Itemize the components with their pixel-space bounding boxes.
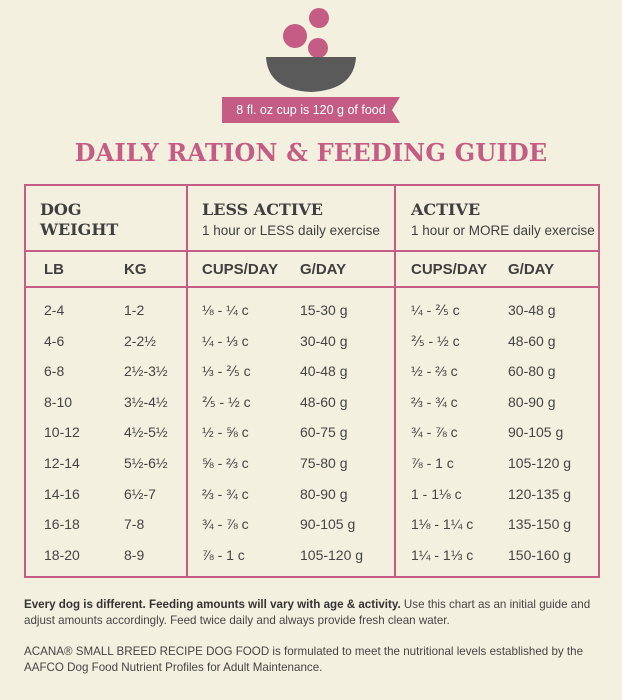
- column-header-lb: LB: [44, 261, 64, 278]
- table-cell-cups-less: ⅞ - 1 c: [202, 546, 245, 563]
- table-cell-grams-less: 80-90 g: [300, 485, 348, 502]
- serving-note-banner: 8 fl. oz cup is 120 g of food: [222, 97, 400, 123]
- table-cell-cups-active: ⅞ - 1 c: [411, 455, 454, 471]
- food-bowl-logo: [266, 8, 356, 92]
- column-header-cups-less: CUPS/DAY: [202, 261, 279, 278]
- kibble-dot: [283, 24, 307, 48]
- column-header-grams-less: G/DAY: [300, 261, 347, 278]
- table-cell-cups-active: ⅖ - ½ c: [411, 332, 460, 349]
- column-header-kg: KG: [124, 261, 147, 278]
- table-cell-kg: 7-8: [124, 516, 145, 533]
- table-cell-grams-active: 90-105 g: [508, 424, 564, 441]
- active-header: ACTIVE: [411, 200, 481, 219]
- table-cell-lb: 16-18: [44, 516, 80, 533]
- table-cell-cups-active: ¼ - ⅖ c: [411, 302, 460, 318]
- table-cell-lb: 6-8: [44, 363, 65, 380]
- table-cell-kg: 6½-7: [124, 485, 156, 502]
- table-cell-cups-less: ⅔ - ¾ c: [202, 485, 249, 502]
- table-cell-grams-less: 40-48 g: [300, 363, 348, 380]
- table-cell-cups-active: ¾ - ⅞ c: [411, 424, 458, 441]
- table-cell-grams-less: 105-120 g: [300, 546, 364, 563]
- table-cell-cups-active: ⅔ - ¾ c: [411, 393, 458, 410]
- column-header-grams-active: G/DAY: [508, 261, 555, 278]
- table-cell-kg: 3½-4½: [124, 393, 168, 410]
- table-cell-lb: 8-10: [44, 393, 73, 410]
- table-cell-cups-active: 1⅛ - 1¼ c: [411, 516, 474, 533]
- table-cell-grams-less: 30-40 g: [300, 332, 348, 349]
- table-cell-grams-active: 105-120 g: [508, 455, 572, 471]
- table-cell-grams-active: 80-90 g: [508, 393, 556, 410]
- kibble-dot: [308, 38, 328, 58]
- less-active-subtitle: 1 hour or LESS daily exercise: [202, 223, 380, 238]
- table-cell-lb: 14-16: [44, 485, 80, 502]
- table-cell-kg: 1-2: [124, 302, 145, 318]
- table-cell-lb: 18-20: [44, 546, 80, 563]
- feeding-note-text: Use this chart as an initial guide and a…: [24, 598, 591, 627]
- table-cell-lb: 2-4: [44, 302, 65, 318]
- dog-weight-header: DOG WEIGHT: [40, 200, 119, 239]
- divider: [394, 186, 396, 576]
- divider: [186, 186, 188, 576]
- divider: [26, 250, 598, 252]
- table-cell-lb: 10-12: [44, 424, 80, 441]
- table-cell-cups-active: 1¼ - 1⅓ c: [411, 546, 474, 563]
- kibble-dot: [309, 8, 329, 28]
- banner-notch: [392, 97, 400, 123]
- table-cell-cups-active: ½ - ⅔ c: [411, 363, 458, 380]
- table-cell-kg: 2-2½: [124, 332, 156, 349]
- table-cell-cups-less: ⅓ - ⅖ c: [202, 363, 251, 380]
- feeding-table: DOG WEIGHT LESS ACTIVE 1 hour or LESS da…: [24, 184, 600, 578]
- table-cell-kg: 2½-3½: [124, 363, 168, 380]
- table-cell-grams-active: 60-80 g: [508, 363, 556, 380]
- active-subtitle: 1 hour or MORE daily exercise: [411, 223, 595, 238]
- table-cell-grams-active: 30-48 g: [508, 302, 556, 318]
- table-cell-cups-active: 1 - 1⅛ c: [411, 485, 462, 502]
- page-title: DAILY RATION & FEEDING GUIDE: [74, 138, 548, 167]
- table-cell-cups-less: ¼ - ⅓ c: [202, 332, 249, 349]
- table-cell-cups-less: ⅝ - ⅔ c: [202, 455, 249, 471]
- divider: [26, 286, 598, 288]
- table-cell-lb: 12-14: [44, 455, 80, 471]
- table-cell-grams-active: 120-135 g: [508, 485, 572, 502]
- table-cell-grams-less: 15-30 g: [300, 302, 348, 318]
- table-cell-lb: 4-6: [44, 332, 65, 349]
- table-cell-cups-less: ¾ - ⅞ c: [202, 516, 249, 533]
- table-cell-grams-less: 60-75 g: [300, 424, 348, 441]
- less-active-header: LESS ACTIVE: [202, 200, 323, 219]
- table-cell-kg: 4½-5½: [124, 424, 168, 441]
- table-cell-grams-active: 150-160 g: [508, 546, 572, 563]
- column-header-cups-active: CUPS/DAY: [411, 261, 488, 278]
- feeding-note-bold: Every dog is different. Feeding amounts …: [24, 598, 401, 611]
- table-cell-kg: 8-9: [124, 546, 145, 563]
- table-cell-grams-less: 75-80 g: [300, 455, 348, 471]
- table-cell-grams-less: 48-60 g: [300, 393, 348, 410]
- table-cell-cups-less: ½ - ⅝ c: [202, 424, 249, 441]
- table-cell-grams-less: 90-105 g: [300, 516, 356, 533]
- table-cell-grams-active: 135-150 g: [508, 516, 572, 533]
- table-cell-cups-less: ⅖ - ½ c: [202, 393, 251, 410]
- table-cell-kg: 5½-6½: [124, 455, 168, 471]
- table-cell-grams-active: 48-60 g: [508, 332, 556, 349]
- table-cell-cups-less: ⅛ - ¼ c: [202, 302, 249, 318]
- bowl-icon: [266, 57, 356, 92]
- aafco-statement: ACANA® SMALL BREED RECIPE DOG FOOD is fo…: [24, 645, 584, 674]
- feeding-note: Every dog is different. Feeding amounts …: [24, 597, 602, 629]
